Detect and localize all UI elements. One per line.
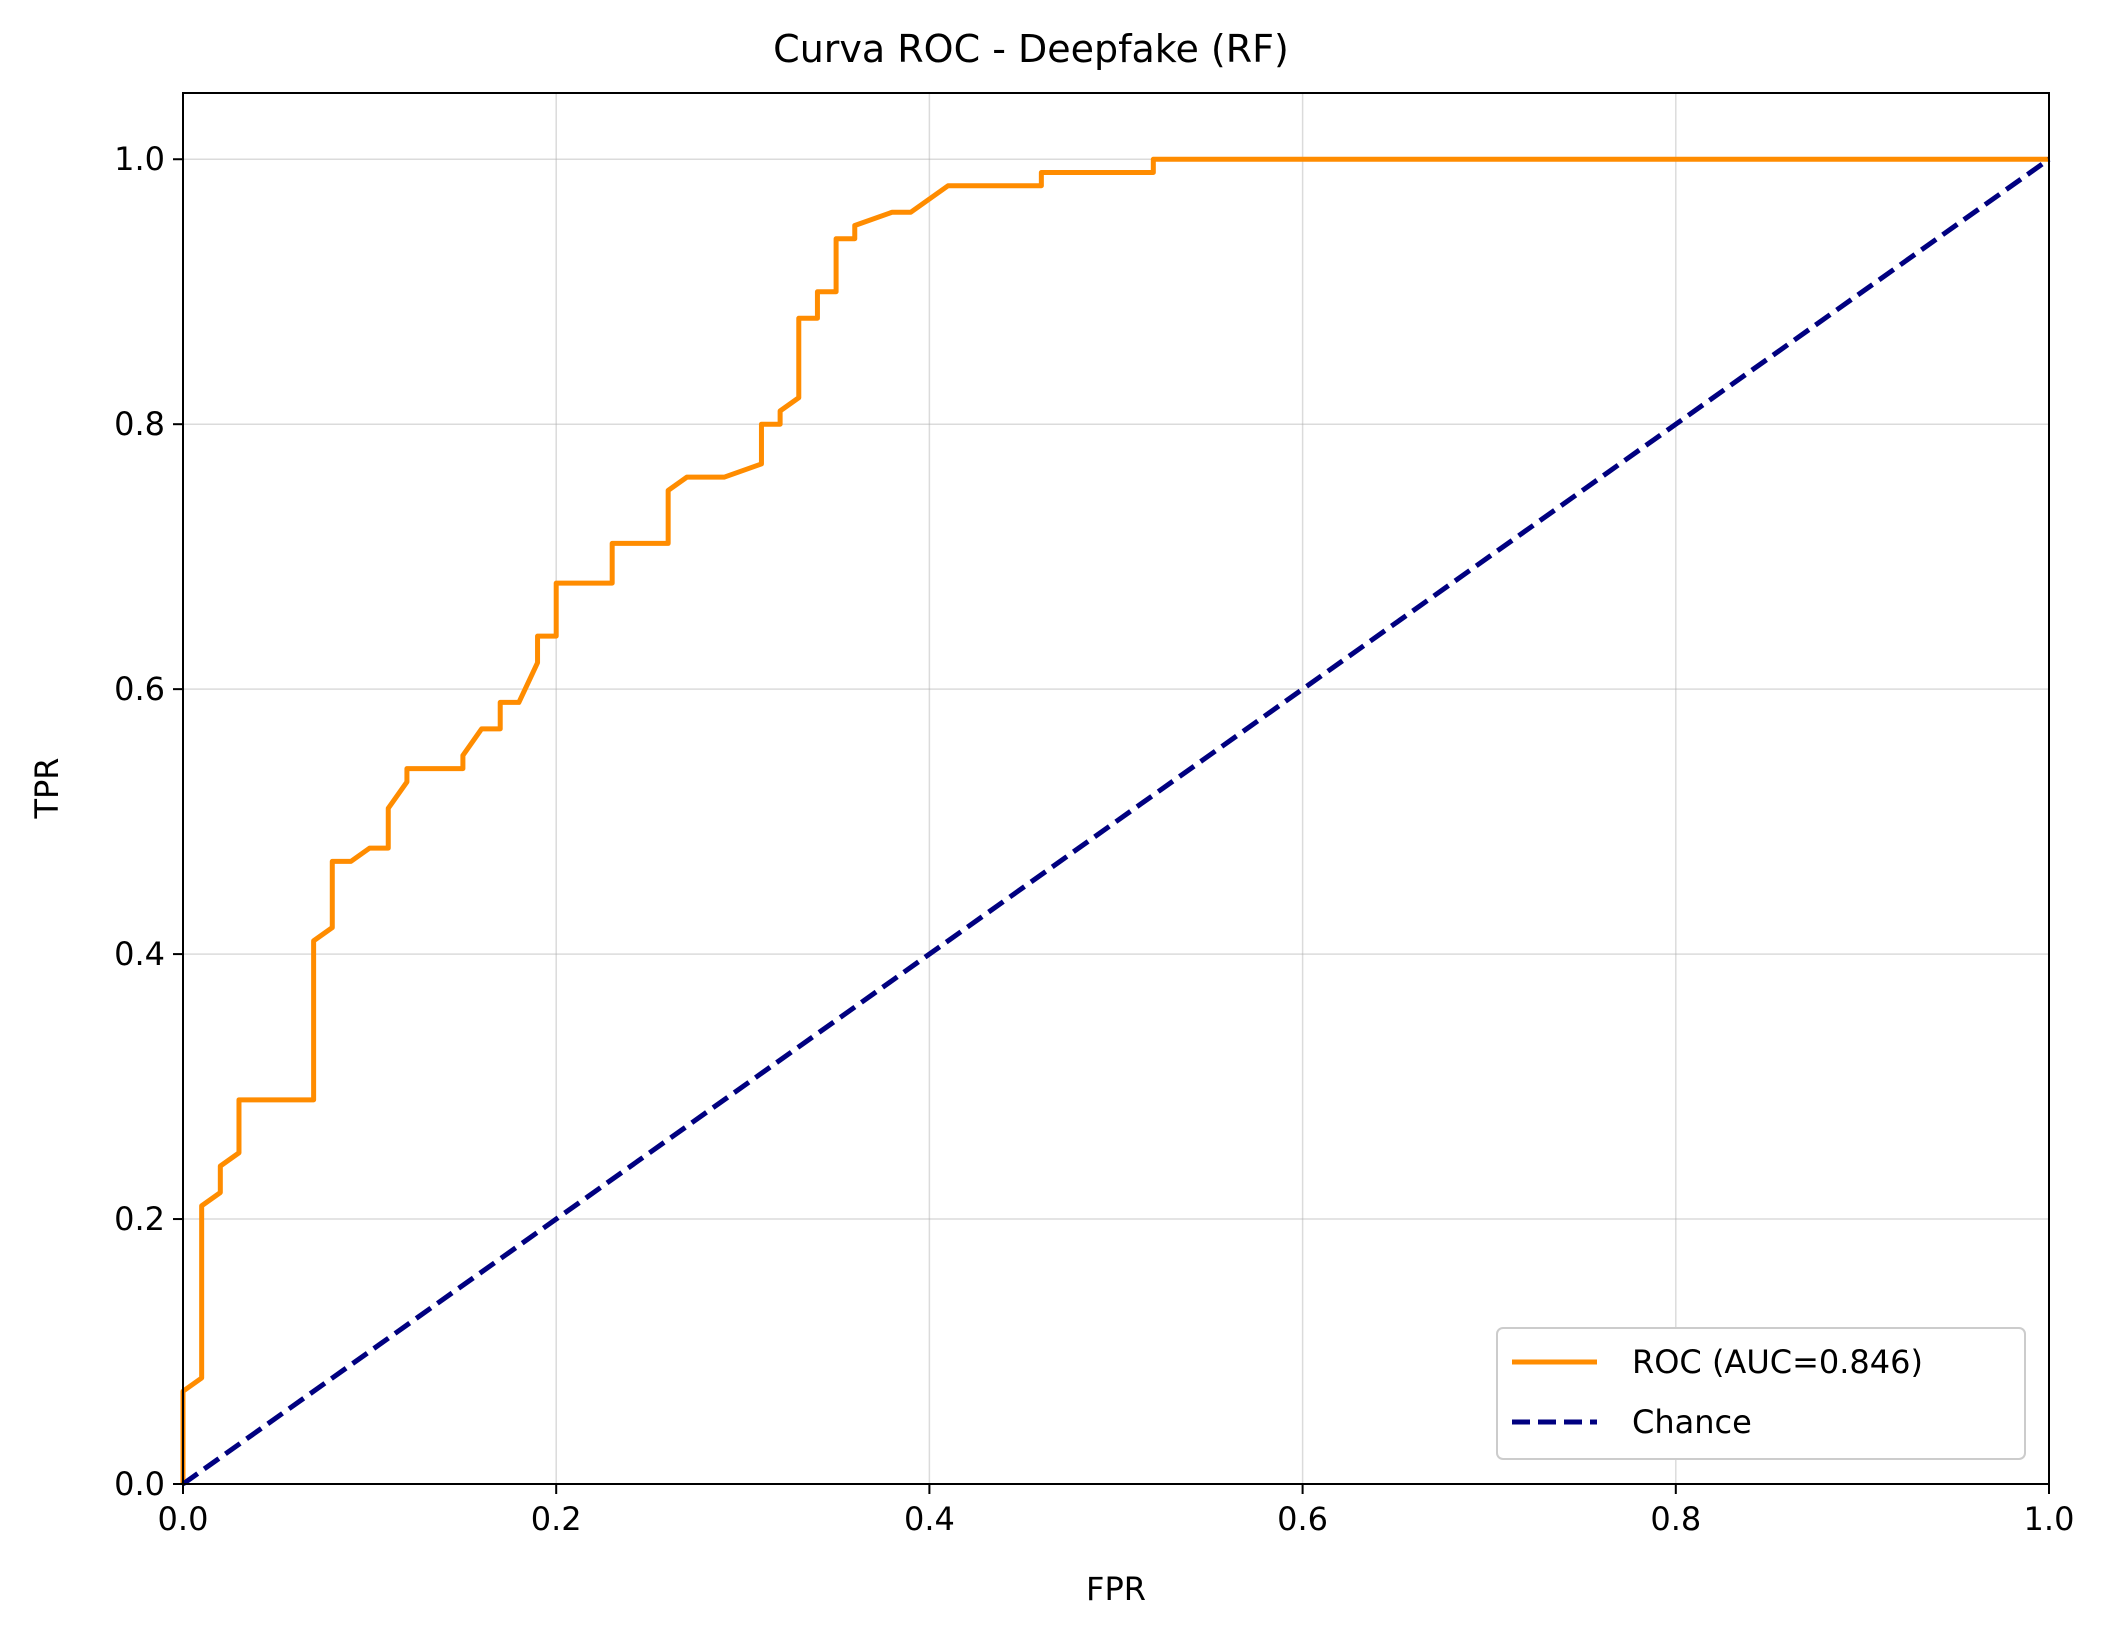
x-tick-label: 0.2 bbox=[531, 1500, 582, 1538]
x-axis-label: FPR bbox=[1086, 1570, 1146, 1608]
y-tick-label: 0.6 bbox=[114, 670, 165, 708]
legend-chance-label: Chance bbox=[1632, 1403, 1752, 1441]
grid bbox=[182, 93, 2050, 1485]
y-axis-label: TPR bbox=[28, 757, 66, 819]
x-axis: 0.0 0.2 0.4 0.6 0.8 1.0 bbox=[158, 1484, 2075, 1538]
axes-frame bbox=[182, 92, 2050, 1485]
legend-roc-label: ROC (AUC=0.846) bbox=[1632, 1343, 1923, 1381]
chart-title: Curva ROC - Deepfake (RF) bbox=[773, 27, 1289, 71]
plot-area bbox=[180, 156, 2051, 1487]
legend: ROC (AUC=0.846) Chance bbox=[1496, 1327, 2026, 1460]
y-tick-label: 0.8 bbox=[114, 405, 165, 443]
x-tick-label: 0.4 bbox=[904, 1500, 955, 1538]
y-tick-label: 0.0 bbox=[114, 1465, 165, 1503]
x-tick-label: 0.6 bbox=[1277, 1500, 1328, 1538]
y-tick-label: 0.2 bbox=[114, 1200, 165, 1238]
roc-curve bbox=[180, 156, 2049, 1484]
x-tick-label: 0.0 bbox=[158, 1500, 209, 1538]
y-tick-label: 1.0 bbox=[114, 140, 165, 178]
x-tick-label: 0.8 bbox=[1650, 1500, 1701, 1538]
y-axis: 0.0 0.2 0.4 0.6 0.8 1.0 bbox=[114, 140, 183, 1503]
legend-box bbox=[1496, 1327, 2026, 1460]
y-tick-label: 0.4 bbox=[114, 935, 165, 973]
chance-line bbox=[181, 157, 2051, 1487]
x-tick-label: 1.0 bbox=[2024, 1500, 2075, 1538]
